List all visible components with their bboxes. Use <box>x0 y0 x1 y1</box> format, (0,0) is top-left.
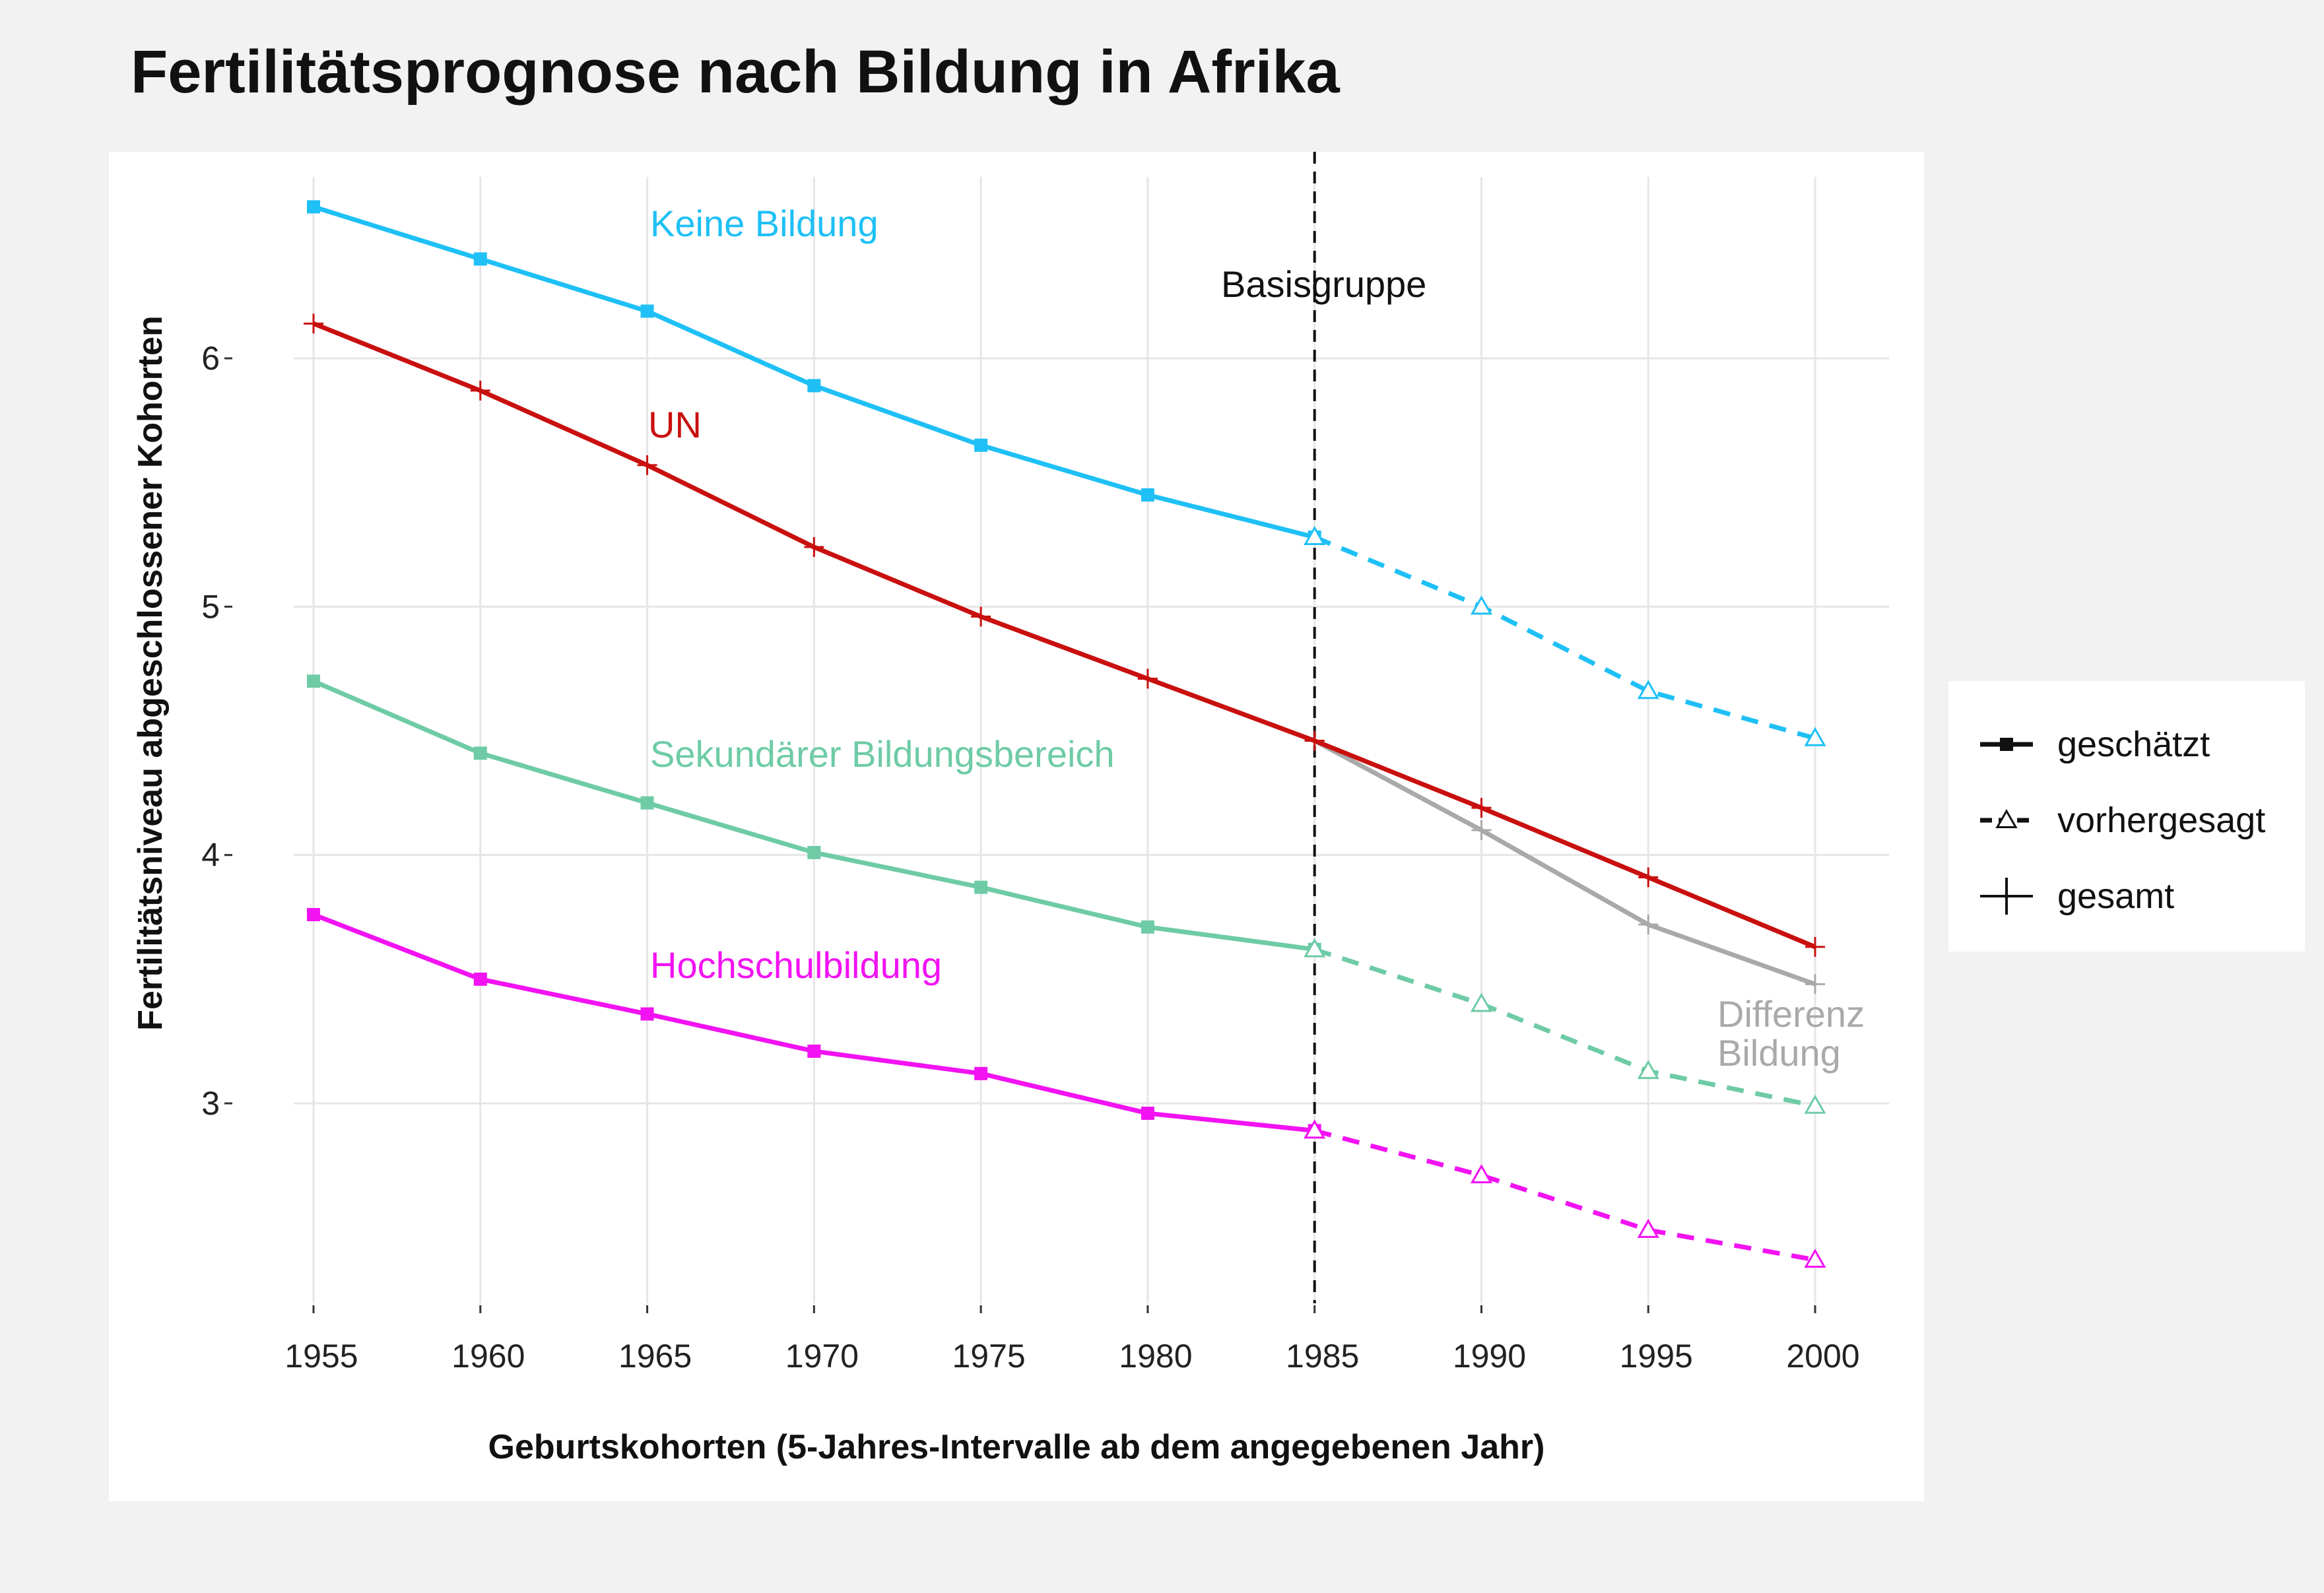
y-tick-label: 5 <box>201 588 220 625</box>
x-tick-label: 1975 <box>952 1338 1025 1375</box>
triangle-marker <box>1637 1060 1659 1080</box>
triangle-marker <box>1804 1249 1826 1268</box>
x-tick-label: 1955 <box>284 1338 358 1375</box>
square-marker <box>640 796 654 810</box>
y-tick-label: 4 <box>201 837 220 874</box>
triangle-marker <box>1804 727 1826 746</box>
line-total <box>1313 738 1816 987</box>
legend-item-1: geschätzt <box>1980 725 2210 764</box>
annotations: Keine Bildung UN Sekundärer Bildungsbereic… <box>648 203 1865 1074</box>
square-marker <box>473 972 487 986</box>
y-tick-label: 6 <box>201 340 220 377</box>
square-marker <box>807 379 821 393</box>
line-projected <box>1313 947 1816 1109</box>
x-tick-label: 1970 <box>785 1338 859 1375</box>
square-marker <box>307 200 320 214</box>
square-marker <box>1141 488 1154 502</box>
annotation-keine-bildung: Keine Bildung <box>650 203 879 244</box>
x-tick-label: 1985 <box>1286 1338 1359 1375</box>
x-tick-label: 1960 <box>451 1338 525 1375</box>
annotation-differenz: Differenz <box>1717 993 1865 1035</box>
y-ticks: 3 4 5 6 <box>201 340 232 1122</box>
square-marker <box>1141 920 1154 934</box>
square-marker <box>1141 1107 1154 1121</box>
annotation-bildung: Bildung <box>1717 1032 1841 1074</box>
line-total <box>312 321 1816 950</box>
square-marker <box>473 252 487 266</box>
square-marker <box>307 674 320 688</box>
x-tick-label: 1965 <box>618 1338 692 1375</box>
x-axis-title: Geburtskohorten (5-Jahres-Intervalle ab … <box>488 1428 1545 1466</box>
annotation-sekund-rer-bildungsbereich: Sekundärer Bildungsbereich <box>650 733 1115 775</box>
annotation-hochschulbildung: Hochschulbildung <box>650 944 942 986</box>
plus-marker <box>637 455 657 475</box>
plus-marker <box>1471 820 1492 841</box>
legend-item-3: gesamt <box>1980 876 2174 916</box>
triangle-marker <box>1304 1119 1326 1139</box>
line-projected <box>1313 535 1816 741</box>
legend: geschätzt vorhergesagt gesamt <box>1980 725 2265 916</box>
x-tick-label: 1995 <box>1620 1338 1693 1375</box>
plus-marker <box>304 313 323 334</box>
series-differenz-bildung <box>1304 731 1825 994</box>
x-tick-label: 1980 <box>1119 1338 1192 1375</box>
legend-label: gesamt <box>2057 876 2174 916</box>
series-hochschulbildung <box>307 907 1826 1268</box>
plus-marker <box>1638 867 1659 888</box>
plus-marker <box>1638 915 1659 935</box>
y-axis-title: Fertilitätsniveau abgeschlossener Kohort… <box>131 315 170 1031</box>
plus-marker <box>1471 798 1492 818</box>
plus-marker <box>470 380 490 401</box>
plot-panel <box>109 152 1924 1501</box>
square-marker <box>640 1007 654 1021</box>
triangle-marker <box>1304 938 1326 958</box>
annotation-basisgruppe: Basisgruppe <box>1221 263 1426 305</box>
legend-item-2: vorhergesagt <box>1980 800 2265 840</box>
annotation-un: UN <box>648 404 702 445</box>
plus-marker <box>804 537 824 558</box>
plus-marker <box>971 606 991 627</box>
square-marker <box>2000 738 2013 751</box>
square-marker <box>307 907 320 921</box>
square-marker <box>640 304 654 318</box>
plus-marker <box>1137 668 1158 689</box>
triangle-marker <box>1804 1094 1826 1114</box>
x-ticks: 1955 1960 1965 1970 1975 1980 1985 1990 1995 2000 <box>284 1305 1860 1375</box>
triangle-marker <box>1470 1164 1493 1184</box>
triangle-marker <box>1470 992 1493 1012</box>
triangle-marker <box>1637 1218 1659 1238</box>
series-sekund-rer-bildungsbereich <box>307 674 1826 1114</box>
x-tick-label: 1990 <box>1453 1338 1526 1375</box>
series-keine-bildung <box>307 200 1826 746</box>
y-tick-label: 3 <box>201 1085 220 1122</box>
square-marker <box>974 438 988 452</box>
triangle-marker <box>1304 525 1326 545</box>
triangle-marker <box>1470 595 1493 615</box>
square-marker <box>807 845 821 859</box>
square-marker <box>974 880 988 894</box>
chart-title: Fertilitätsprognose nach Bildung in Afri… <box>131 38 1340 106</box>
series-un <box>304 313 1825 957</box>
square-marker <box>807 1044 821 1058</box>
series <box>304 200 1826 1268</box>
legend-label: geschätzt <box>2057 725 2210 764</box>
square-marker <box>473 746 487 760</box>
triangle-marker <box>1637 680 1659 699</box>
plus-marker <box>1304 731 1325 751</box>
x-tick-label: 2000 <box>1786 1338 1859 1375</box>
square-marker <box>974 1066 988 1080</box>
legend-label: vorhergesagt <box>2057 800 2265 840</box>
triangle-marker <box>1995 808 2018 828</box>
plus-marker <box>1805 936 1825 957</box>
plus-marker <box>1805 974 1825 994</box>
